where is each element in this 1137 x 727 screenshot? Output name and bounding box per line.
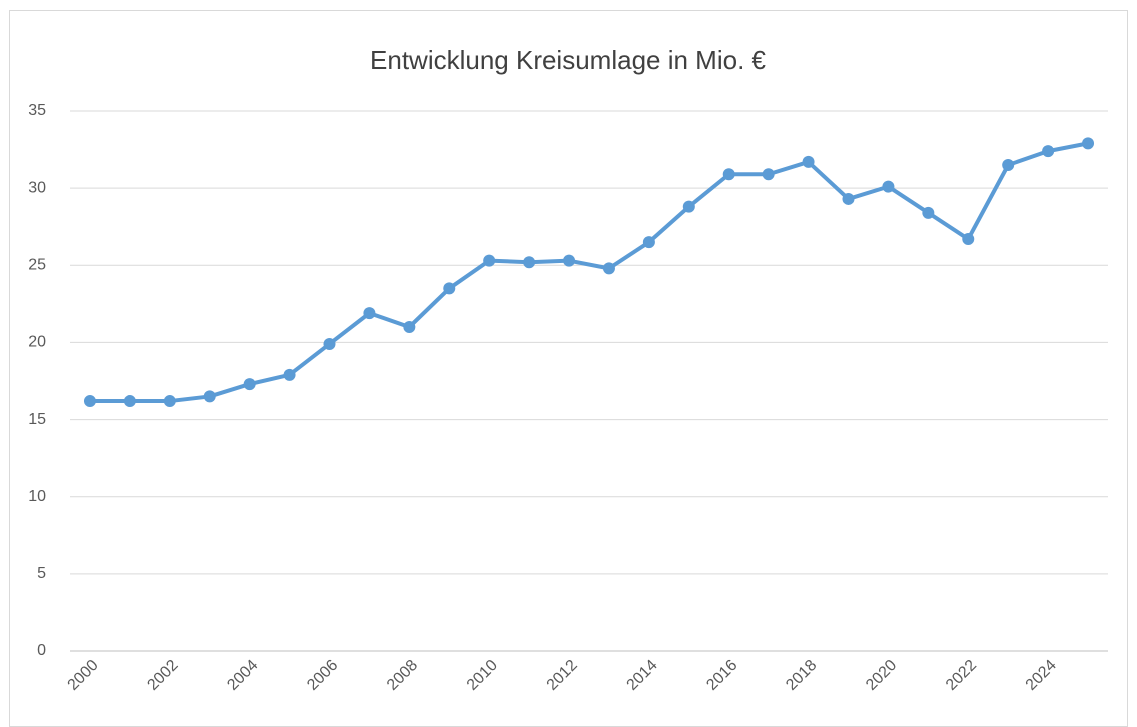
y-tick-label: 15 bbox=[28, 411, 46, 428]
data-point bbox=[243, 378, 256, 391]
y-tick-label: 0 bbox=[37, 642, 46, 659]
data-point bbox=[283, 368, 296, 381]
data-point bbox=[762, 168, 775, 181]
chart-border bbox=[9, 10, 1128, 727]
data-point bbox=[203, 390, 216, 403]
data-point bbox=[842, 192, 855, 205]
data-point bbox=[403, 321, 416, 333]
data-point bbox=[563, 254, 576, 267]
data-point bbox=[722, 168, 735, 181]
y-tick-label: 30 bbox=[28, 179, 46, 196]
data-point bbox=[882, 180, 895, 193]
data-point bbox=[1042, 145, 1055, 158]
chart-title: Entwicklung Kreisumlage in Mio. € bbox=[370, 45, 766, 75]
series-line bbox=[89, 141, 1089, 404]
y-tick-label: 25 bbox=[28, 257, 46, 274]
data-point bbox=[83, 395, 96, 408]
data-point bbox=[163, 395, 176, 408]
data-point bbox=[962, 233, 975, 246]
y-tick-label: 10 bbox=[28, 488, 46, 505]
data-point bbox=[642, 236, 655, 249]
data-point bbox=[443, 282, 456, 295]
data-point bbox=[682, 200, 695, 213]
data-point bbox=[323, 337, 336, 350]
data-point bbox=[602, 262, 615, 275]
data-point bbox=[922, 206, 935, 219]
data-point bbox=[802, 155, 815, 168]
data-point bbox=[1002, 159, 1015, 171]
data-point bbox=[123, 395, 136, 408]
data-point bbox=[483, 254, 496, 267]
y-tick-label: 35 bbox=[28, 102, 46, 119]
y-tick-label: 20 bbox=[28, 334, 46, 351]
data-point bbox=[523, 256, 536, 269]
y-tick-label: 5 bbox=[37, 565, 46, 582]
data-point bbox=[363, 307, 376, 320]
data-point bbox=[1082, 137, 1095, 150]
